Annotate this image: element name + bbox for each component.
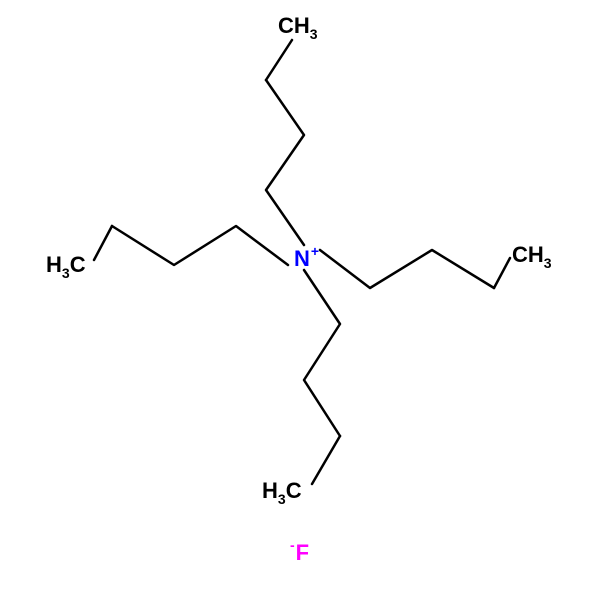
nitrogen-label: N+ [294, 243, 319, 271]
svg-text:CH3: CH3 [512, 242, 552, 271]
svg-text:H3C: H3C [46, 252, 86, 281]
svg-text:H3C: H3C [262, 478, 302, 507]
fluoride-label: -F [290, 537, 309, 565]
svg-text:CH3: CH3 [278, 13, 318, 42]
molecule-diagram: CH3 CH3 H3C H3C N+ -F [0, 0, 600, 600]
